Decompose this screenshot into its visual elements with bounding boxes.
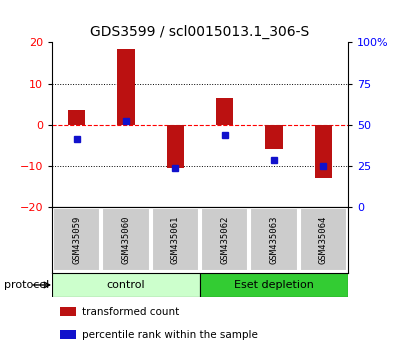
Bar [216,98,233,125]
Title: GDS3599 / scl0015013.1_306-S: GDS3599 / scl0015013.1_306-S [90,24,310,39]
Text: GSM435061: GSM435061 [171,216,180,264]
Text: percentile rank within the sample: percentile rank within the sample [82,330,258,339]
Bar [250,209,298,271]
Bar [53,209,100,271]
Text: transformed count: transformed count [82,307,179,316]
Bar [265,125,283,149]
Bar [200,273,348,297]
Bar [68,110,85,125]
Bar [152,209,199,271]
Text: GSM435060: GSM435060 [122,216,130,264]
Text: Eset depletion: Eset depletion [234,280,314,290]
Bar [52,273,200,297]
Bar [201,209,248,271]
Text: protocol: protocol [4,280,49,290]
Bar [167,125,184,168]
Text: control: control [107,280,145,290]
Text: GSM435059: GSM435059 [72,216,81,264]
Bar [315,125,332,178]
Bar [102,209,150,271]
Text: GSM435062: GSM435062 [220,216,229,264]
Bar [117,48,135,125]
Bar [300,209,347,271]
Text: GSM435064: GSM435064 [319,216,328,264]
Text: GSM435063: GSM435063 [270,216,278,264]
